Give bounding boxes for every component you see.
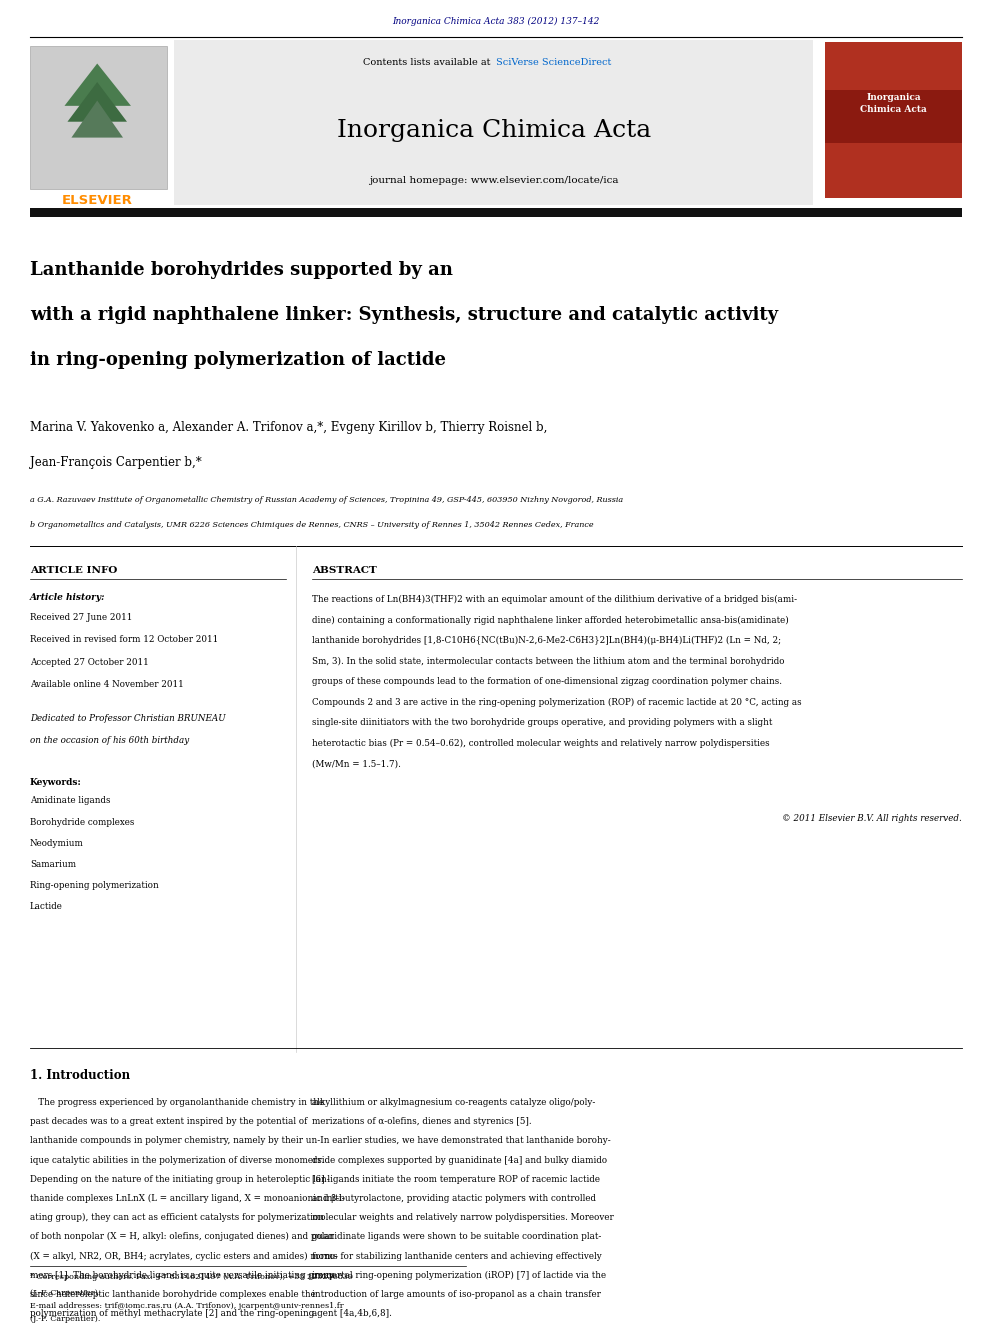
Text: (J.-F. Carpentier).: (J.-F. Carpentier). [30, 1315, 100, 1323]
Text: [6] ligands initiate the room temperature ROP of racemic lactide: [6] ligands initiate the room temperatur… [312, 1175, 600, 1184]
Text: Ring-opening polymerization: Ring-opening polymerization [30, 881, 159, 890]
Text: ating group), they can act as efficient catalysts for polymerization: ating group), they can act as efficient … [30, 1213, 323, 1222]
Text: Available online 4 November 2011: Available online 4 November 2011 [30, 680, 184, 689]
Text: and β-butyrolactone, providing atactic polymers with controlled: and β-butyrolactone, providing atactic p… [312, 1193, 596, 1203]
Text: SciVerse ScienceDirect: SciVerse ScienceDirect [496, 58, 611, 67]
Text: Borohydride complexes: Borohydride complexes [30, 818, 134, 827]
Text: The reactions of Ln(BH4)3(THF)2 with an equimolar amount of the dilithium deriva: The reactions of Ln(BH4)3(THF)2 with an … [312, 595, 798, 605]
Text: In earlier studies, we have demonstrated that lanthanide borohy-: In earlier studies, we have demonstrated… [312, 1136, 611, 1146]
Text: Inorganica Chimica Acta 383 (2012) 137–142: Inorganica Chimica Acta 383 (2012) 137–1… [392, 17, 600, 26]
Text: ique catalytic abilities in the polymerization of diverse monomers.: ique catalytic abilities in the polymeri… [30, 1156, 324, 1164]
Text: merizations of α-olefins, dienes and styrenics [5].: merizations of α-olefins, dienes and sty… [312, 1117, 532, 1126]
Text: © 2011 Elsevier B.V. All rights reserved.: © 2011 Elsevier B.V. All rights reserved… [783, 814, 962, 823]
Text: Keywords:: Keywords: [30, 778, 81, 787]
Text: Jean-François Carpentier b,*: Jean-François Carpentier b,* [30, 456, 201, 470]
Bar [30, 208, 962, 217]
Text: Marina V. Yakovenko a, Alexander A. Trifonov a,*, Evgeny Kirillov b, Thierry Roi: Marina V. Yakovenko a, Alexander A. Trif… [30, 421, 548, 434]
Text: ARTICLE INFO: ARTICLE INFO [30, 566, 117, 576]
Text: (J.-F. Carpentier).: (J.-F. Carpentier). [30, 1289, 100, 1297]
Text: dine) containing a conformationally rigid naphthalene linker afforded heterobime: dine) containing a conformationally rigi… [312, 617, 790, 624]
Text: lanthanide compounds in polymer chemistry, namely by their un-: lanthanide compounds in polymer chemistr… [30, 1136, 320, 1146]
Text: a G.A. Razuvaev Institute of Organometallic Chemistry of Russian Academy of Scie: a G.A. Razuvaev Institute of Organometal… [30, 496, 623, 504]
Text: E-mail addresses: trif@iomc.ras.ru (A.A. Trifonov), jcarpent@univ-rennes1.fr: E-mail addresses: trif@iomc.ras.ru (A.A.… [30, 1302, 343, 1310]
Text: * Corresponding authors. Fax: +7 8314621497 (A.A. Trifonov), +33 223236839: * Corresponding authors. Fax: +7 8314621… [30, 1273, 353, 1281]
Text: in ring-opening polymerization of lactide: in ring-opening polymerization of lactid… [30, 351, 445, 369]
Text: groups of these compounds lead to the formation of one-dimensional zigzag coordi: groups of these compounds lead to the fo… [312, 677, 783, 687]
Bar [174, 40, 813, 205]
Text: thanide complexes LnLnX (L = ancillary ligand, X = monoanionic initi-: thanide complexes LnLnX (L = ancillary l… [30, 1193, 344, 1203]
Text: Lanthanide borohydrides supported by an: Lanthanide borohydrides supported by an [30, 261, 459, 279]
Text: journal homepage: www.elsevier.com/locate/ica: journal homepage: www.elsevier.com/locat… [369, 176, 619, 185]
Polygon shape [67, 82, 127, 122]
Text: dride complexes supported by guanidinate [4a] and bulky diamido: dride complexes supported by guanidinate… [312, 1156, 608, 1164]
Text: Article history:: Article history: [30, 593, 105, 602]
Text: molecular weights and relatively narrow polydispersities. Moreover: molecular weights and relatively narrow … [312, 1213, 614, 1222]
Text: Received 27 June 2011: Received 27 June 2011 [30, 613, 132, 622]
Text: 1. Introduction: 1. Introduction [30, 1069, 130, 1082]
Text: lanthanide borohydrides [1,8-C10H6{NC(tBu)N-2,6-Me2-C6H3}2]Ln(BH4)(μ-BH4)Li(THF): lanthanide borohydrides [1,8-C10H6{NC(tB… [312, 636, 782, 646]
Bar [825, 42, 962, 198]
Text: (Mw/Mn = 1.5–1.7).: (Mw/Mn = 1.5–1.7). [312, 759, 402, 769]
Text: Contents lists available at: Contents lists available at [363, 58, 494, 67]
Text: introduction of large amounts of iso-propanol as a chain transfer: introduction of large amounts of iso-pro… [312, 1290, 601, 1299]
Text: Depending on the nature of the initiating group in heteroleptic lan-: Depending on the nature of the initiatin… [30, 1175, 329, 1184]
Text: polymerization of methyl methacrylate [2] and the ring-opening: polymerization of methyl methacrylate [2… [30, 1308, 314, 1318]
Text: with a rigid naphthalene linker: Synthesis, structure and catalytic activity: with a rigid naphthalene linker: Synthes… [30, 306, 778, 324]
Text: Compounds 2 and 3 are active in the ring-opening polymerization (ROP) of racemic: Compounds 2 and 3 are active in the ring… [312, 697, 803, 706]
Text: immortal ring-opening polymerization (iROP) [7] of lactide via the: immortal ring-opening polymerization (iR… [312, 1270, 606, 1279]
Text: single-site diinitiators with the two borohydride groups operative, and providin: single-site diinitiators with the two bo… [312, 718, 773, 728]
Bar [91, 97, 104, 126]
Text: alkyllithium or alkylmagnesium co-reagents catalyze oligo/poly-: alkyllithium or alkylmagnesium co-reagen… [312, 1098, 596, 1107]
Text: Neodymium: Neodymium [30, 839, 83, 848]
Text: forms for stabilizing lanthanide centers and achieving effectively: forms for stabilizing lanthanide centers… [312, 1252, 602, 1261]
Text: since heteroleptic lanthanide borohydride complexes enable the: since heteroleptic lanthanide borohydrid… [30, 1290, 315, 1299]
Text: The progress experienced by organolanthanide chemistry in the: The progress experienced by organolantha… [30, 1098, 323, 1107]
Polygon shape [64, 64, 131, 106]
Text: Received in revised form 12 October 2011: Received in revised form 12 October 2011 [30, 635, 218, 644]
Text: Inorganica Chimica Acta: Inorganica Chimica Acta [337, 119, 651, 142]
Text: agent [4a,4b,6,8].: agent [4a,4b,6,8]. [312, 1308, 393, 1318]
Bar [825, 90, 962, 143]
Text: ELSEVIER: ELSEVIER [62, 194, 133, 208]
Text: guanidinate ligands were shown to be suitable coordination plat-: guanidinate ligands were shown to be sui… [312, 1233, 602, 1241]
Text: on the occasion of his 60th birthday: on the occasion of his 60th birthday [30, 736, 189, 745]
Bar [30, 46, 167, 189]
Text: Sm, 3). In the solid state, intermolecular contacts between the lithium atom and: Sm, 3). In the solid state, intermolecul… [312, 656, 785, 665]
Text: heterotactic bias (Pr = 0.54–0.62), controlled molecular weights and relatively : heterotactic bias (Pr = 0.54–0.62), cont… [312, 738, 770, 747]
Text: (X = alkyl, NR2, OR, BH4; acrylates, cyclic esters and amides) mono-: (X = alkyl, NR2, OR, BH4; acrylates, cyc… [30, 1252, 337, 1261]
Text: Lactide: Lactide [30, 902, 62, 912]
Text: Inorganica
Chimica Acta: Inorganica Chimica Acta [860, 93, 928, 114]
Text: ABSTRACT: ABSTRACT [312, 566, 377, 576]
Text: mers [1]. The borohydride ligand is a quite versatile initiating group: mers [1]. The borohydride ligand is a qu… [30, 1270, 334, 1279]
Text: Dedicated to Professor Christian BRUNEAU: Dedicated to Professor Christian BRUNEAU [30, 714, 225, 724]
Text: Samarium: Samarium [30, 860, 75, 869]
Text: past decades was to a great extent inspired by the potential of: past decades was to a great extent inspi… [30, 1117, 308, 1126]
Text: of both nonpolar (X = H, alkyl: olefins, conjugated dienes) and polar: of both nonpolar (X = H, alkyl: olefins,… [30, 1233, 333, 1241]
Text: b Organometallics and Catalysis, UMR 6226 Sciences Chimiques de Rennes, CNRS – U: b Organometallics and Catalysis, UMR 622… [30, 521, 593, 529]
Polygon shape [71, 101, 123, 138]
Text: Accepted 27 October 2011: Accepted 27 October 2011 [30, 658, 149, 667]
Text: Amidinate ligands: Amidinate ligands [30, 796, 110, 806]
